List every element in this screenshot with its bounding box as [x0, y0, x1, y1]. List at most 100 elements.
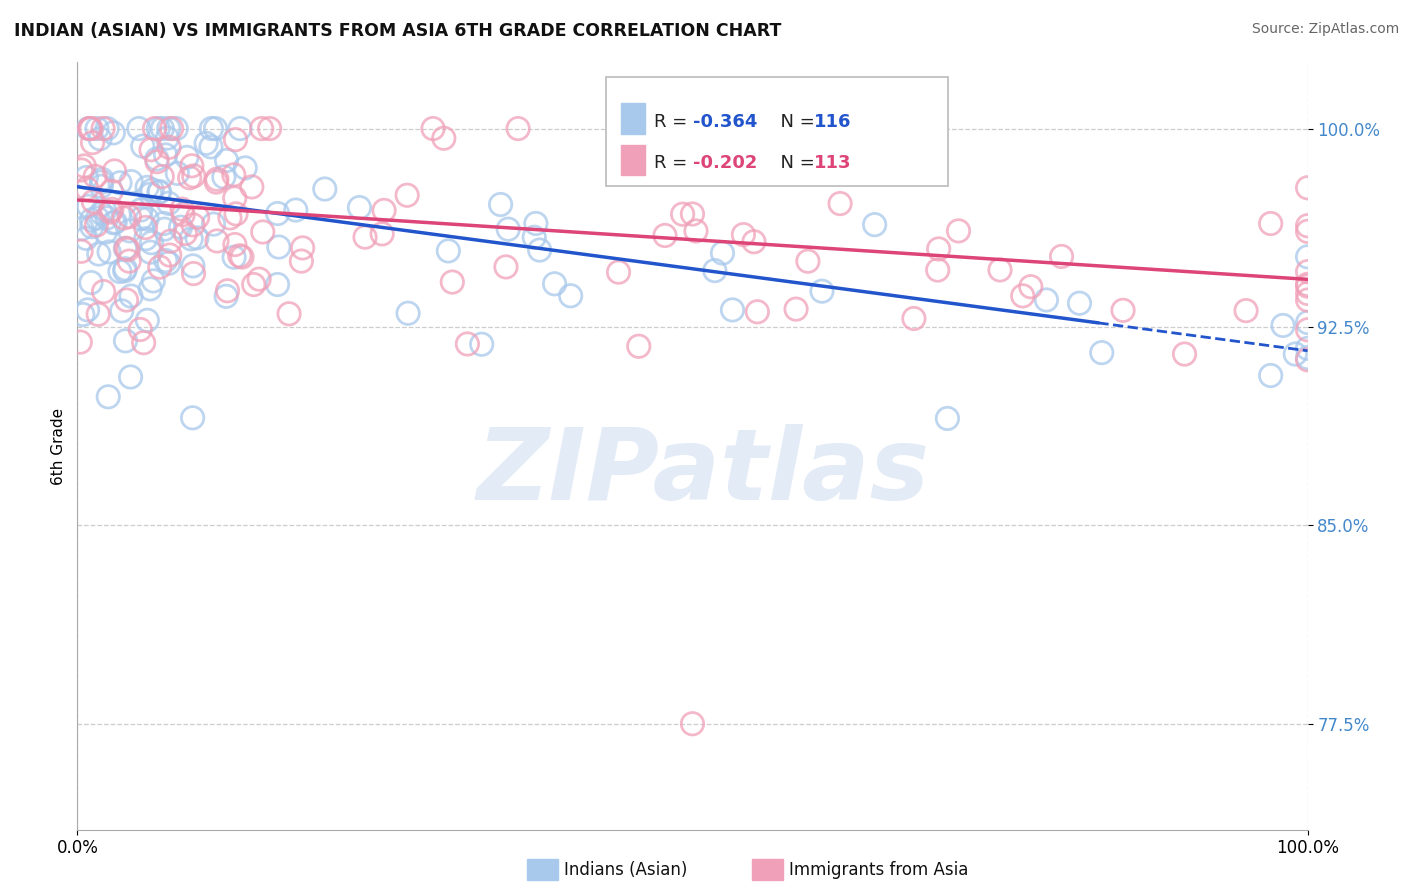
Point: [96, 211, 118, 225]
Point: [114, 241, 136, 255]
Point: [80, 276, 103, 290]
Point: [278, 307, 301, 321]
Point: [489, 197, 512, 211]
Point: [205, 175, 228, 189]
Point: [183, 169, 205, 183]
Point: [219, 211, 242, 225]
Point: [496, 222, 519, 236]
Point: [139, 143, 162, 157]
Point: [84, 169, 107, 184]
Point: [747, 305, 769, 319]
Point: [76, 181, 98, 195]
Point: [627, 339, 650, 353]
Point: [797, 254, 820, 268]
Point: [150, 121, 173, 136]
Point: [437, 244, 460, 258]
Point: [471, 337, 494, 351]
Point: [396, 188, 419, 202]
Point: [69, 335, 91, 350]
Point: [103, 216, 125, 230]
Point: [863, 218, 886, 232]
Point: [224, 191, 246, 205]
Point: [1296, 351, 1319, 365]
Point: [1296, 279, 1319, 293]
Point: [150, 169, 173, 184]
Point: [215, 153, 238, 168]
Point: [75, 170, 97, 185]
Point: [654, 228, 676, 243]
Point: [456, 337, 478, 351]
Point: [685, 224, 707, 238]
Point: [169, 220, 191, 235]
Point: [80, 121, 103, 136]
Point: [75, 231, 97, 245]
Point: [1284, 347, 1306, 361]
Point: [433, 131, 456, 145]
Point: [139, 282, 162, 296]
Text: R =: R =: [654, 113, 693, 131]
Point: [1296, 286, 1319, 301]
Text: Source: ZipAtlas.com: Source: ZipAtlas.com: [1251, 22, 1399, 37]
Point: [132, 139, 155, 153]
Point: [90, 206, 112, 220]
Point: [79, 121, 101, 136]
Point: [927, 263, 949, 277]
Point: [1272, 318, 1295, 333]
Point: [811, 284, 834, 298]
Point: [204, 121, 226, 136]
Point: [422, 121, 444, 136]
Point: [156, 131, 179, 145]
Point: [1260, 368, 1282, 383]
Point: [139, 245, 162, 260]
Point: [77, 121, 100, 136]
Point: [785, 302, 807, 317]
Point: [70, 244, 93, 259]
Point: [222, 168, 245, 182]
Point: [146, 152, 169, 166]
Text: N =: N =: [769, 113, 821, 131]
Point: [1091, 345, 1114, 359]
Point: [79, 121, 101, 136]
Point: [1296, 250, 1319, 264]
Point: [176, 150, 198, 164]
Point: [115, 241, 138, 255]
Point: [225, 207, 247, 221]
Point: [129, 322, 152, 336]
Point: [186, 231, 208, 245]
Text: Indians (Asian): Indians (Asian): [564, 861, 688, 879]
Point: [524, 217, 547, 231]
Point: [103, 164, 125, 178]
Point: [441, 275, 464, 289]
Point: [373, 203, 395, 218]
Point: [141, 183, 163, 197]
Text: -0.202: -0.202: [693, 154, 758, 172]
Point: [157, 121, 180, 136]
Point: [82, 194, 104, 209]
Point: [104, 215, 127, 229]
Point: [948, 224, 970, 238]
Point: [231, 250, 253, 264]
Point: [174, 227, 197, 241]
Point: [159, 248, 181, 262]
Text: 113: 113: [814, 154, 852, 172]
Point: [70, 221, 93, 235]
Point: [607, 265, 630, 279]
Point: [135, 232, 157, 246]
Point: [903, 311, 925, 326]
Point: [183, 267, 205, 281]
Point: [89, 131, 111, 145]
Point: [240, 180, 263, 194]
Point: [1035, 293, 1057, 307]
Point: [1296, 219, 1319, 233]
Point: [179, 170, 201, 185]
Point: [155, 253, 177, 268]
Point: [108, 264, 131, 278]
Point: [136, 313, 159, 327]
Point: [170, 202, 193, 217]
Text: -0.364: -0.364: [693, 113, 758, 131]
Point: [112, 211, 135, 225]
Point: [120, 370, 142, 384]
Point: [988, 263, 1011, 277]
Point: [157, 196, 180, 211]
Point: [266, 206, 288, 220]
